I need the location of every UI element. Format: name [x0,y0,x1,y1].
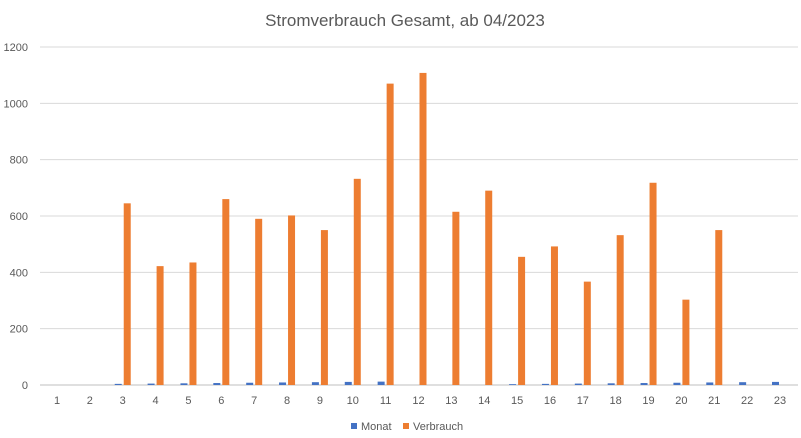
x-tick-label: 3 [120,395,126,407]
x-tick-label: 19 [642,395,654,407]
bar-monat [246,382,254,385]
bar-verbrauch [682,299,690,385]
bar-verbrauch [518,256,526,385]
bar-verbrauch [386,83,394,385]
x-tick-label: 21 [708,395,720,407]
x-tick-label: 13 [445,395,457,407]
bar-monat [772,381,779,385]
x-tick-label: 9 [317,395,323,407]
bar-verbrauch [123,203,131,385]
bar-verbrauch [222,199,230,385]
y-tick-label: 200 [10,324,28,336]
bar-monat [147,383,155,385]
bar-verbrauch [320,230,328,385]
bar-verbrauch [156,266,164,385]
y-tick-label: 1200 [4,42,28,54]
bar-verbrauch [452,211,460,385]
bar-verbrauch [353,178,361,385]
bar-monat [213,383,221,385]
x-tick-label: 4 [153,395,159,407]
x-tick-label: 22 [741,395,753,407]
x-tick-label: 20 [675,395,687,407]
bar-monat [607,383,615,385]
bar-monat [739,382,747,385]
bar-verbrauch [288,215,296,385]
x-tick-label: 16 [544,395,556,407]
bar-monat [706,382,714,385]
x-tick-label: 14 [478,395,490,407]
bar-verbrauch [255,218,263,385]
bar-monat [509,384,517,385]
bar-monat [574,383,582,385]
bar-monat [541,383,549,385]
bar-monat [673,382,681,385]
legend-label: Verbrauch [413,421,463,433]
x-tick-label: 5 [185,395,191,407]
bar-verbrauch [715,230,723,385]
x-axis-tick-labels: 1 2 3 4 5 6 7 8 9 10 11 12 13 14 15 16 17 18 19 20 21 22 23 [54,395,786,407]
x-tick-label: 2 [87,395,93,407]
legend-swatch [403,423,409,429]
bar-monat [311,382,319,385]
x-tick-label: 8 [284,395,290,407]
gridlines [40,46,798,386]
x-tick-label: 15 [511,395,523,407]
bar-verbrauch [189,262,197,385]
x-tick-label: 11 [380,395,391,407]
x-tick-label: 6 [218,395,224,407]
y-tick-label: 800 [10,155,28,167]
x-tick-label: 23 [774,395,786,407]
bar-verbrauch [419,72,427,385]
bar-monat [279,382,287,385]
bars [114,72,779,385]
x-tick-label: 18 [610,395,622,407]
x-tick-label: 7 [251,395,257,407]
bar-verbrauch [485,190,493,385]
x-tick-label: 10 [347,395,359,407]
bar-monat [640,383,648,385]
bar-monat [180,383,188,385]
bar-verbrauch [583,281,591,385]
bar-monat [377,381,385,385]
legend-label: Monat [361,421,392,433]
y-tick-label: 600 [10,211,28,223]
y-tick-label: 400 [10,267,28,279]
y-tick-label: 1000 [4,98,28,110]
x-tick-label: 1 [54,395,60,407]
x-tick-label: 12 [412,395,424,407]
bar-verbrauch [649,182,657,385]
legend: Monat Verbrauch [351,421,463,433]
bar-verbrauch [616,235,624,385]
legend-swatch [351,423,357,429]
x-tick-label: 17 [577,395,589,407]
y-axis-tick-labels: 0 200 400 600 800 1000 1200 [4,42,28,392]
bar-verbrauch [550,246,558,385]
bar-monat [114,383,122,385]
y-tick-label: 0 [22,380,28,392]
bar-monat [344,381,352,385]
chart-title: Stromverbrauch Gesamt, ab 04/2023 [265,11,545,30]
